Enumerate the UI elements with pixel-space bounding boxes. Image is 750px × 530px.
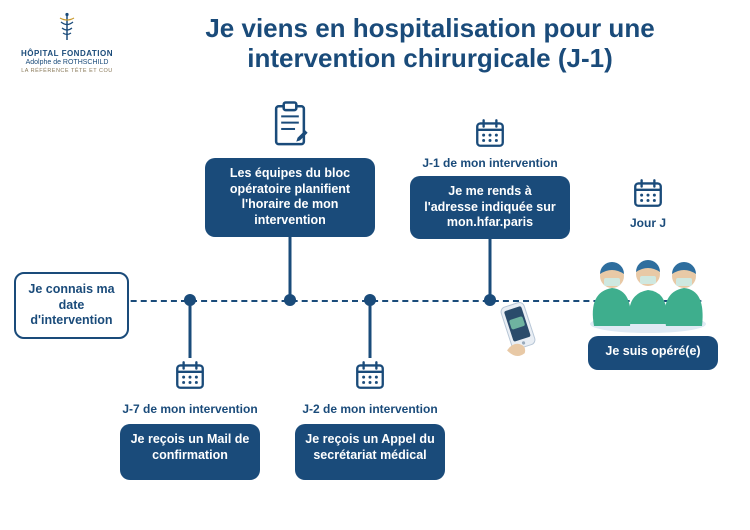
timeline-connector [189,300,192,358]
calendar-icon [353,358,387,392]
step-caption-j1: J-1 de mon intervention [410,156,570,170]
timeline-connector [489,234,492,300]
caduceus-icon [12,12,122,47]
clipboard-icon [269,100,311,150]
step-box-bloc: Les équipes du bloc opératoire planifien… [205,158,375,237]
step-caption-j7: J-7 de mon intervention [110,402,270,416]
step-box-j7: Je reçois un Mail de confirmation [120,424,260,480]
calendar-icon [631,176,665,210]
calendar-icon [173,358,207,392]
logo-line2: Adolphe de ROTHSCHILD [12,59,122,66]
hospital-logo: HÔPITAL FONDATION Adolphe de ROTHSCHILD … [12,12,122,74]
surgery-illustration-icon [568,238,728,339]
logo-line3: LA RÉFÉRENCE TÊTE ET COU [12,68,122,74]
timeline-connector [369,300,372,358]
step-box-j1: Je me rends à l'adresse indiquée sur mon… [410,176,570,239]
jourj-caption: Jour J [598,216,698,230]
timeline-connector [289,232,292,300]
smartphone-icon [492,297,549,367]
step-box-j2: Je reçois un Appel du secrétariat médica… [295,424,445,480]
logo-line1: HÔPITAL FONDATION [12,49,122,58]
step-start-box: Je connais ma date d'intervention [14,272,129,339]
calendar-icon [473,116,507,150]
step-caption-j2: J-2 de mon intervention [290,402,450,416]
step-jourj-box: Je suis opéré(e) [588,336,718,370]
page-title: Je viens en hospitalisation pour une int… [130,14,730,74]
